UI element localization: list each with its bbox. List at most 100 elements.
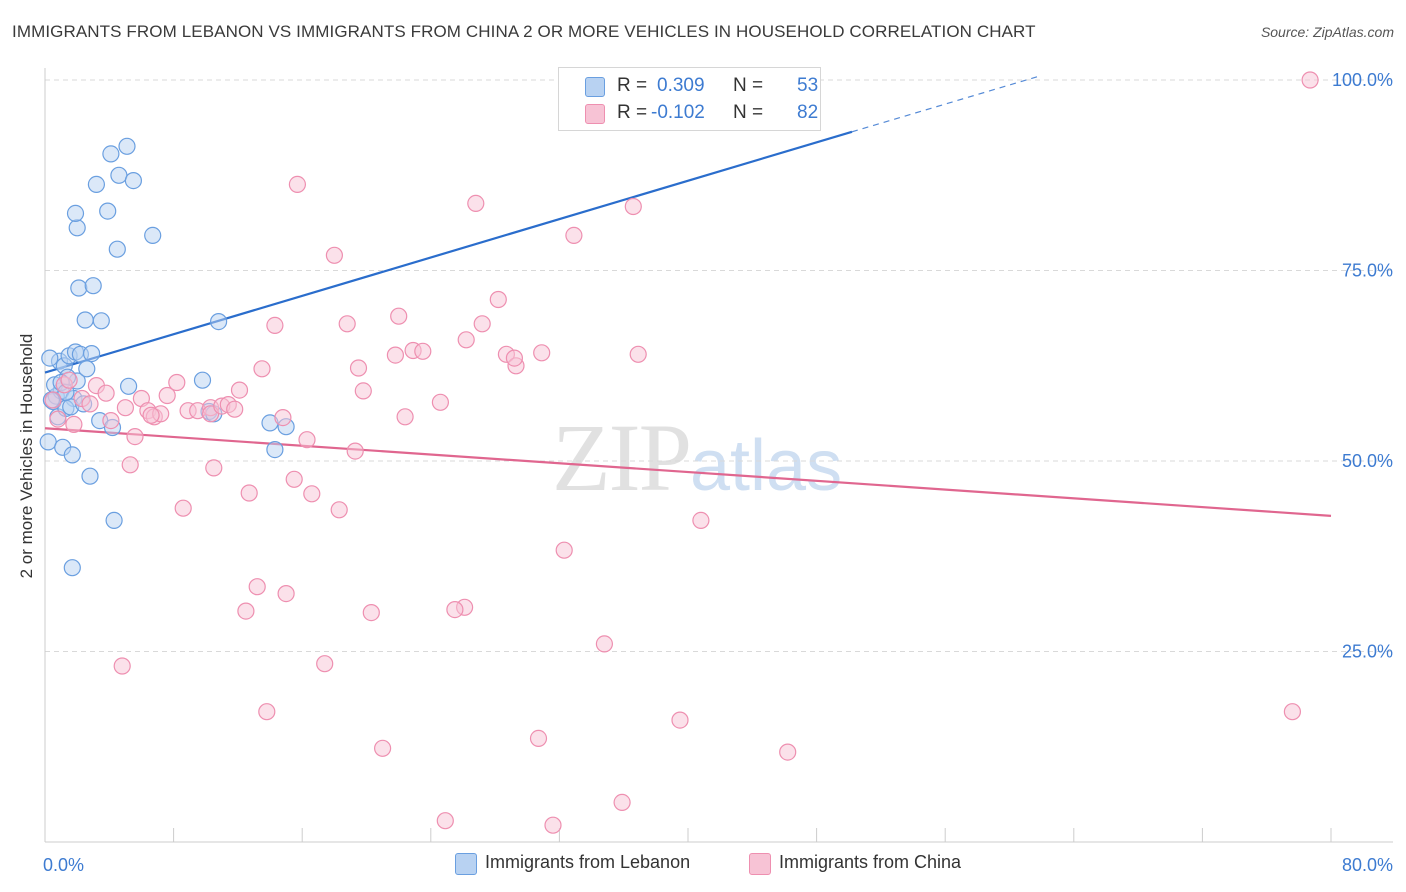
point-lebanon	[92, 312, 110, 330]
point-china	[102, 412, 120, 430]
point-lebanon	[66, 204, 85, 222]
point-lebanon	[63, 559, 81, 577]
point-china	[158, 386, 176, 405]
point-china	[116, 399, 135, 417]
point-china	[316, 655, 334, 673]
legend-r-value: -0.102	[651, 102, 705, 123]
y-tick-label: 25.0%	[1342, 642, 1393, 662]
point-china	[595, 635, 614, 653]
point-china	[205, 459, 223, 477]
point-lebanon	[110, 166, 128, 184]
point-lebanon	[193, 371, 212, 389]
legend-n-label: N =	[733, 75, 764, 96]
point-lebanon	[68, 219, 86, 237]
point-lebanon	[76, 311, 94, 329]
point-china	[338, 315, 356, 333]
point-lebanon	[63, 446, 81, 464]
point-china	[121, 456, 139, 474]
point-china	[390, 307, 408, 325]
bottom-legend-swatch-lebanon	[455, 853, 477, 875]
point-china	[457, 331, 475, 349]
point-china	[60, 371, 78, 389]
point-lebanon	[78, 360, 96, 378]
trend-lines	[44, 74, 1332, 517]
point-lebanon	[266, 441, 284, 459]
point-china	[1301, 71, 1319, 89]
point-china	[274, 409, 292, 427]
chart-source: Source: ZipAtlas.com	[1260, 24, 1394, 40]
point-china	[489, 290, 507, 309]
point-china	[529, 729, 548, 748]
watermark: ZIPatlas	[552, 402, 842, 513]
point-china	[142, 406, 160, 424]
point-china	[253, 360, 271, 378]
point-china	[386, 346, 404, 364]
y-tick-label: 100.0%	[1332, 70, 1393, 90]
point-china	[303, 485, 321, 503]
x-tick-label-max: 80.0%	[1342, 855, 1393, 875]
point-china	[431, 393, 449, 411]
point-china	[325, 246, 343, 264]
legend-n-value: 82	[797, 102, 819, 123]
point-lebanon	[210, 313, 228, 331]
legend-r-label: R =	[617, 102, 648, 123]
point-lebanon	[102, 145, 120, 163]
point-china	[374, 739, 392, 757]
point-china	[692, 511, 710, 530]
chart-title: IMMIGRANTS FROM LEBANON VS IMMIGRANTS FR…	[12, 22, 1036, 41]
point-china	[533, 344, 551, 362]
point-china	[49, 410, 67, 428]
point-china	[277, 584, 295, 603]
point-china	[266, 316, 284, 334]
point-china	[555, 541, 573, 559]
point-lebanon	[41, 349, 59, 367]
point-china	[240, 484, 258, 502]
point-lebanon	[144, 226, 162, 244]
point-china	[505, 349, 524, 367]
point-china	[354, 382, 372, 400]
point-china	[544, 816, 562, 834]
point-china	[174, 499, 192, 517]
trend-line-china	[44, 427, 1332, 517]
axes	[44, 68, 1393, 843]
gridlines	[45, 79, 1393, 652]
legend-r-value: 0.309	[657, 75, 705, 96]
point-china	[97, 384, 115, 402]
point-lebanon	[84, 277, 102, 295]
point-lebanon	[118, 137, 136, 155]
trend-line-lebanon-extension	[851, 74, 1042, 133]
point-china	[1283, 703, 1302, 721]
point-china	[414, 342, 432, 360]
point-china	[467, 194, 485, 212]
point-lebanon	[39, 433, 57, 451]
point-china	[230, 381, 249, 399]
point-china	[330, 501, 348, 519]
point-china	[65, 415, 83, 433]
bottom-legend-swatch-china	[749, 853, 771, 875]
point-china	[285, 470, 303, 488]
data-points	[39, 71, 1319, 834]
legend-n-label: N =	[733, 102, 764, 123]
point-china	[258, 703, 276, 721]
point-china	[565, 226, 583, 244]
point-china	[629, 345, 647, 363]
point-china	[396, 408, 414, 426]
point-china	[446, 600, 464, 619]
trend-line-lebanon	[44, 130, 853, 374]
point-china	[44, 391, 62, 409]
point-china	[81, 395, 99, 413]
point-china	[168, 373, 186, 392]
y-tick-label: 50.0%	[1342, 451, 1393, 471]
x-tick-label-min: 0.0%	[43, 855, 84, 875]
point-lebanon	[81, 467, 99, 485]
point-china	[226, 400, 244, 418]
point-lebanon	[70, 279, 88, 297]
point-lebanon	[87, 175, 106, 193]
y-axis-label: 2 or more Vehicles in Household	[17, 334, 36, 579]
point-china	[346, 442, 364, 460]
legend-swatch-lebanon	[585, 77, 605, 97]
point-lebanon	[120, 377, 138, 395]
watermark-zip: ZIP	[552, 404, 692, 511]
point-china	[624, 197, 642, 216]
point-china	[349, 359, 368, 377]
